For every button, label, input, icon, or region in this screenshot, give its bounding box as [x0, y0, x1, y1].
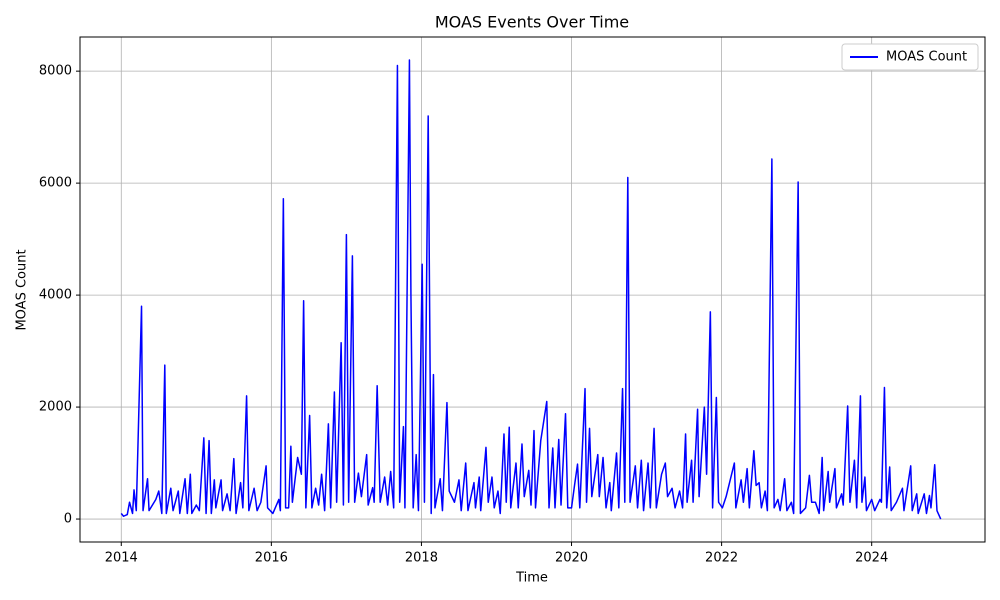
x-axis-label: Time [515, 571, 548, 586]
x-tick-label: 2018 [405, 551, 438, 566]
y-tick-label: 6000 [39, 176, 72, 191]
y-tick-label: 2000 [39, 400, 72, 415]
x-tick-label: 2014 [105, 551, 138, 566]
x-tick-label: 2016 [255, 551, 288, 566]
y-axis-label: MOAS Count [15, 249, 30, 330]
x-tick-label: 2022 [705, 551, 738, 566]
y-tick-label: 8000 [39, 64, 72, 79]
y-tick-label: 4000 [39, 288, 72, 303]
legend-box [841, 43, 979, 71]
y-tick-label: 0 [64, 512, 72, 527]
x-tick-label: 2024 [855, 551, 888, 566]
x-tick-label: 2020 [555, 551, 588, 566]
chart-title: MOAS Events Over Time [435, 13, 629, 32]
legend-label: MOAS Count [886, 50, 967, 65]
data-line [120, 59, 942, 520]
plot-frame [79, 36, 986, 543]
